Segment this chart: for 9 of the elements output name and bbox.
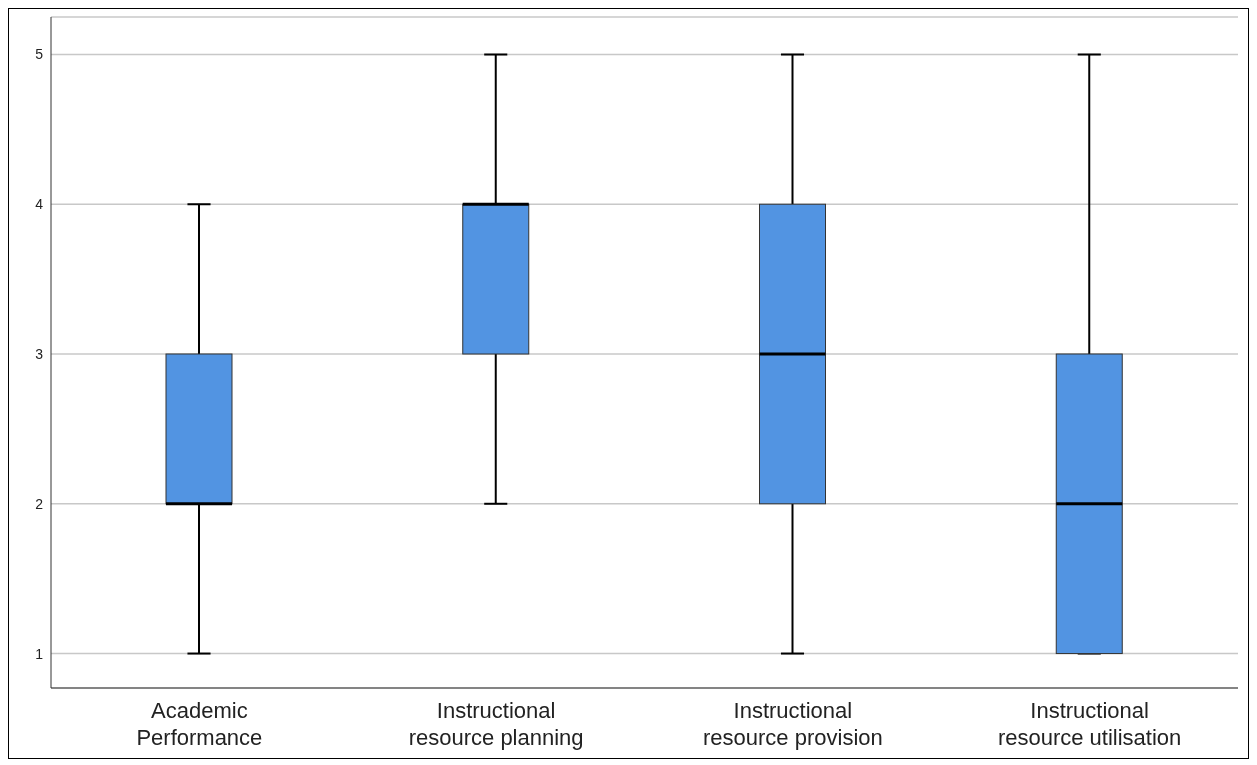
y-tick-label: 3: [35, 345, 44, 362]
y-tick-label: 4: [35, 196, 44, 213]
x-tick-label: Academic Performance: [136, 698, 263, 750]
x-tick-label: Instructional resource planning: [408, 698, 584, 750]
y-tick-label: 2: [35, 495, 44, 512]
y-tick-label: 1: [35, 645, 44, 662]
y-tick-label: 5: [35, 46, 44, 63]
x-tick-label: Instructional resource utilisation: [997, 698, 1182, 750]
x-tick-label: Instructional resource provision: [703, 698, 883, 750]
